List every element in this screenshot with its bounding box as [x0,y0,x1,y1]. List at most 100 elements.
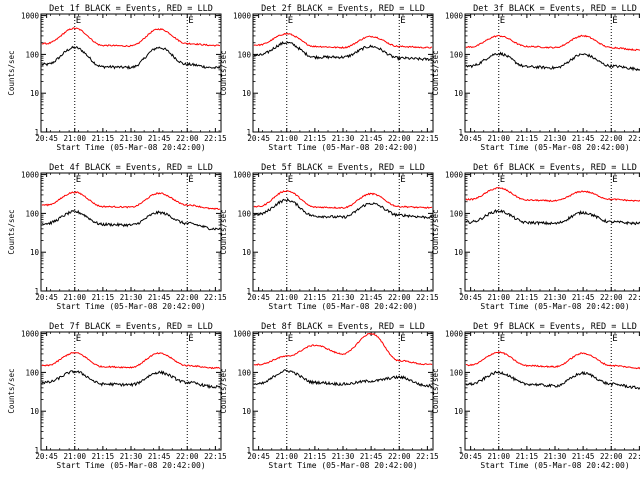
events-series-line [465,51,640,72]
y-tick-label: 10 [30,407,40,416]
lld-series-line [41,352,221,370]
x-tick-label: 21:15 [304,134,327,143]
plot-frame [252,172,434,292]
x-tick-label: 21:30 [544,134,567,143]
detector-panel-8: Det 8f BLACK = Events, RED = LLD E E 1 10 100… [219,322,439,470]
lld-series-line [465,351,640,370]
event-marker-label: E [188,334,193,344]
x-tick-label: 20:45 [35,134,58,143]
plot-frame [252,13,434,133]
y-tick-label: 1 [246,446,251,455]
panel-title: Det 4f BLACK = Events, RED = LLD [49,163,213,173]
y-tick-label: 1 [34,446,39,455]
y-tick-label: 100 [449,50,463,59]
x-tick-label: 21:15 [516,452,539,461]
x-tick-label: 21:00 [487,134,510,143]
y-tick-label: 1 [246,128,251,137]
lld-series-line [465,34,640,52]
y-tick-label: 10 [454,248,464,257]
event-marker-label: E [288,16,293,26]
x-tick-label: 22:15 [628,293,640,302]
y-tick-label: 1000 [21,12,40,21]
plot-frame [252,331,434,451]
plot-frame [40,172,222,292]
x-tick-label: 21:00 [275,452,298,461]
x-tick-label: 21:15 [304,452,327,461]
event-marker-label: E [612,16,617,26]
y-tick-label: 10 [242,248,252,257]
panel-title: Det 2f BLACK = Events, RED = LLD [261,4,425,14]
x-tick-label: 21:30 [332,452,355,461]
x-tick-label: 21:30 [332,293,355,302]
y-tick-label: 10 [242,89,252,98]
lld-series-line [253,190,433,209]
events-series-line [41,45,221,70]
y-tick-label: 1000 [445,12,464,21]
plot-frame [464,172,640,292]
y-tick-label: 1 [458,287,463,296]
x-tick-label: 21:45 [360,134,383,143]
detector-panel-5: Det 5f BLACK = Events, RED = LLD E E 1 10 100… [219,163,439,311]
plot-frame [464,13,640,133]
x-tick-label: 21:00 [275,134,298,143]
y-tick-label: 10 [242,407,252,416]
x-tick-label: 21:15 [304,293,327,302]
y-tick-label: 100 [25,368,39,377]
plot-frame [40,13,222,133]
y-tick-label: 10 [454,407,464,416]
x-tick-label: 21:00 [487,293,510,302]
x-tick-label: 21:00 [487,452,510,461]
event-marker-label: E [500,334,505,344]
detector-panel-7: Det 7f BLACK = Events, RED = LLD E E 1 10 100… [7,322,227,470]
x-tick-label: 21:30 [120,134,143,143]
y-tick-label: 1 [246,287,251,296]
x-tick-label: 22:00 [600,134,623,143]
x-tick-label: 21:45 [148,293,171,302]
lld-series-line [253,332,433,366]
x-tick-label: 21:45 [572,134,595,143]
x-tick-label: 21:15 [92,293,115,302]
y-tick-label: 1000 [21,171,40,180]
y-tick-label: 1000 [233,330,252,339]
lld-series-line [41,27,221,48]
panel-title: Det 9f BLACK = Events, RED = LLD [473,322,637,332]
x-tick-label: 22:15 [416,293,439,302]
lld-series-line [465,187,640,203]
event-marker-label: E [612,334,617,344]
detector-panel-3: Det 3f BLACK = Events, RED = LLD E E 1 10 100… [431,4,640,152]
event-marker-label: E [400,334,405,344]
event-marker-label: E [400,175,405,185]
x-tick-label: 21:30 [120,452,143,461]
x-tick-label: 22:00 [388,134,411,143]
x-tick-label: 20:45 [35,452,58,461]
x-tick-label: 21:15 [516,293,539,302]
y-tick-label: 1000 [445,330,464,339]
y-tick-label: 1 [458,128,463,137]
y-tick-label: 1000 [21,330,40,339]
event-marker-label: E [76,334,81,344]
x-axis-label: Start Time (05-Mar-08 20:42:00) [480,143,629,152]
y-axis-label: Counts/sec [7,368,16,413]
y-tick-label: 1000 [445,171,464,180]
events-series-line [465,370,640,391]
x-tick-label: 21:45 [148,134,171,143]
detector-panel-6: Det 6f BLACK = Events, RED = LLD E E 1 10 100… [431,163,640,311]
x-tick-label: 21:45 [148,452,171,461]
lld-series-line [253,32,433,49]
y-tick-label: 100 [237,368,251,377]
x-tick-label: 22:00 [388,293,411,302]
x-tick-label: 20:45 [247,293,270,302]
x-tick-label: 22:15 [628,452,640,461]
x-tick-label: 21:30 [120,293,143,302]
y-tick-label: 1000 [233,171,252,180]
x-tick-label: 21:15 [92,452,115,461]
event-marker-label: E [400,16,405,26]
y-axis-label: Counts/sec [219,50,228,95]
events-series-line [41,370,221,389]
y-axis-label: Counts/sec [219,368,228,413]
x-tick-label: 22:15 [416,134,439,143]
panel-title: Det 3f BLACK = Events, RED = LLD [473,4,637,14]
y-axis-label: Counts/sec [431,50,440,95]
y-tick-label: 100 [237,50,251,59]
x-axis-label: Start Time (05-Mar-08 20:42:00) [56,302,205,311]
